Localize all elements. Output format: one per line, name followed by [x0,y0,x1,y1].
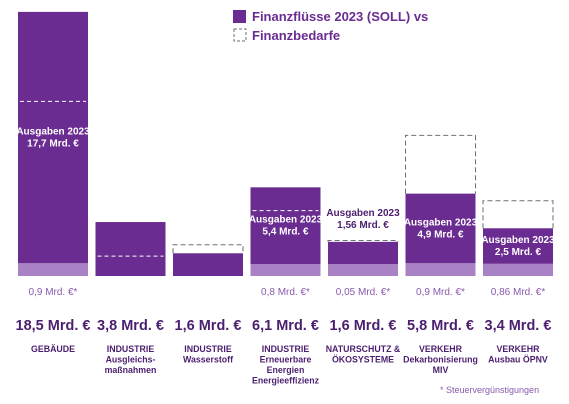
category-label: ÖKOSYSTEME [332,355,394,365]
bar-tax-segment [250,264,321,276]
need-marker-box [482,200,554,229]
category-label: NATURSCHUTZ & [326,344,401,354]
bar-spending-segment [405,193,476,264]
category-label: INDUSTRIE [184,344,232,354]
bar-value-label: 5,4 Mrd. € [262,227,309,238]
bar-spending-segment [483,228,553,264]
legend-label-bedarf: Finanzbedarfe [252,28,340,43]
bar-value-label: 17,7 Mrd. € [27,139,79,150]
category-label: Dekarbonisierung [403,355,478,365]
need-marker-box [405,134,476,194]
category-label: Ausbau ÖPNV [488,355,548,365]
bar-value-label: Ausgaben 2023 [404,217,478,228]
legend-swatch-soll [233,10,246,23]
bar-value-label: Ausgaben 2023 [249,215,323,226]
category-label: Ausgleichs- [106,355,156,365]
total-value-label: 1,6 Mrd. € [175,318,242,334]
bar-spending-segment [173,253,243,276]
bar-value-label: Ausgaben 2023 [481,235,555,246]
category-label: INDUSTRIE [107,344,155,354]
category-label: maßnahmen [105,365,157,375]
tax-value-label: 0,9 Mrd. €* [416,287,465,298]
bar-spending-segment [250,187,321,264]
legend-label-soll: Finanzflüsse 2023 (SOLL) vs [252,9,428,24]
bar-tax-segment [483,263,553,276]
bar-tax-segment [18,263,88,276]
bar-value-label: 1,56 Mrd. € [337,220,389,231]
category-label: INDUSTRIE [262,344,310,354]
bar-value-label: 2,5 Mrd. € [495,247,542,258]
footnote: * Steuervergünstigungen [440,385,539,395]
total-value-label: 1,6 Mrd. € [330,318,397,334]
bar-spending-segment [18,11,88,264]
need-marker-box [172,244,244,254]
tax-value-label: 0,05 Mrd. €* [336,287,391,298]
category-label: MIV [433,365,449,375]
bar-tax-segment [328,264,398,276]
total-value-label: 3,8 Mrd. € [97,318,164,334]
total-value-label: 3,4 Mrd. € [485,318,552,334]
category-label: Energieeffizienz [252,376,320,386]
bar-value-label: Ausgaben 2023 [16,127,90,138]
category-label: VERKEHR [496,344,540,354]
tax-value-label: 0,9 Mrd. €* [29,287,78,298]
category-label: GEBÄUDE [31,344,75,354]
tax-value-label: 0,86 Mrd. €* [491,287,546,298]
category-label: VERKEHR [419,344,463,354]
bar-value-label: 4,9 Mrd. € [417,229,464,240]
legend-swatch-bedarf [233,28,247,42]
bar-tax-segment [405,263,476,276]
tax-value-label: 0,8 Mrd. €* [261,287,310,298]
bar-spending-segment [95,222,166,276]
category-label: Wasserstoff [183,355,233,365]
category-label: Erneuerbare [260,355,312,365]
category-label: Energien [267,365,305,375]
total-value-label: 5,8 Mrd. € [407,318,474,334]
legend: Finanzflüsse 2023 (SOLL) vs Finanzbedarf… [233,9,428,43]
need-marker-box [327,240,399,242]
total-value-label: 18,5 Mrd. € [16,318,91,334]
bar-value-label: Ausgaben 2023 [326,208,400,219]
bar-spending-segment [328,241,398,264]
total-value-label: 6,1 Mrd. € [252,318,319,334]
